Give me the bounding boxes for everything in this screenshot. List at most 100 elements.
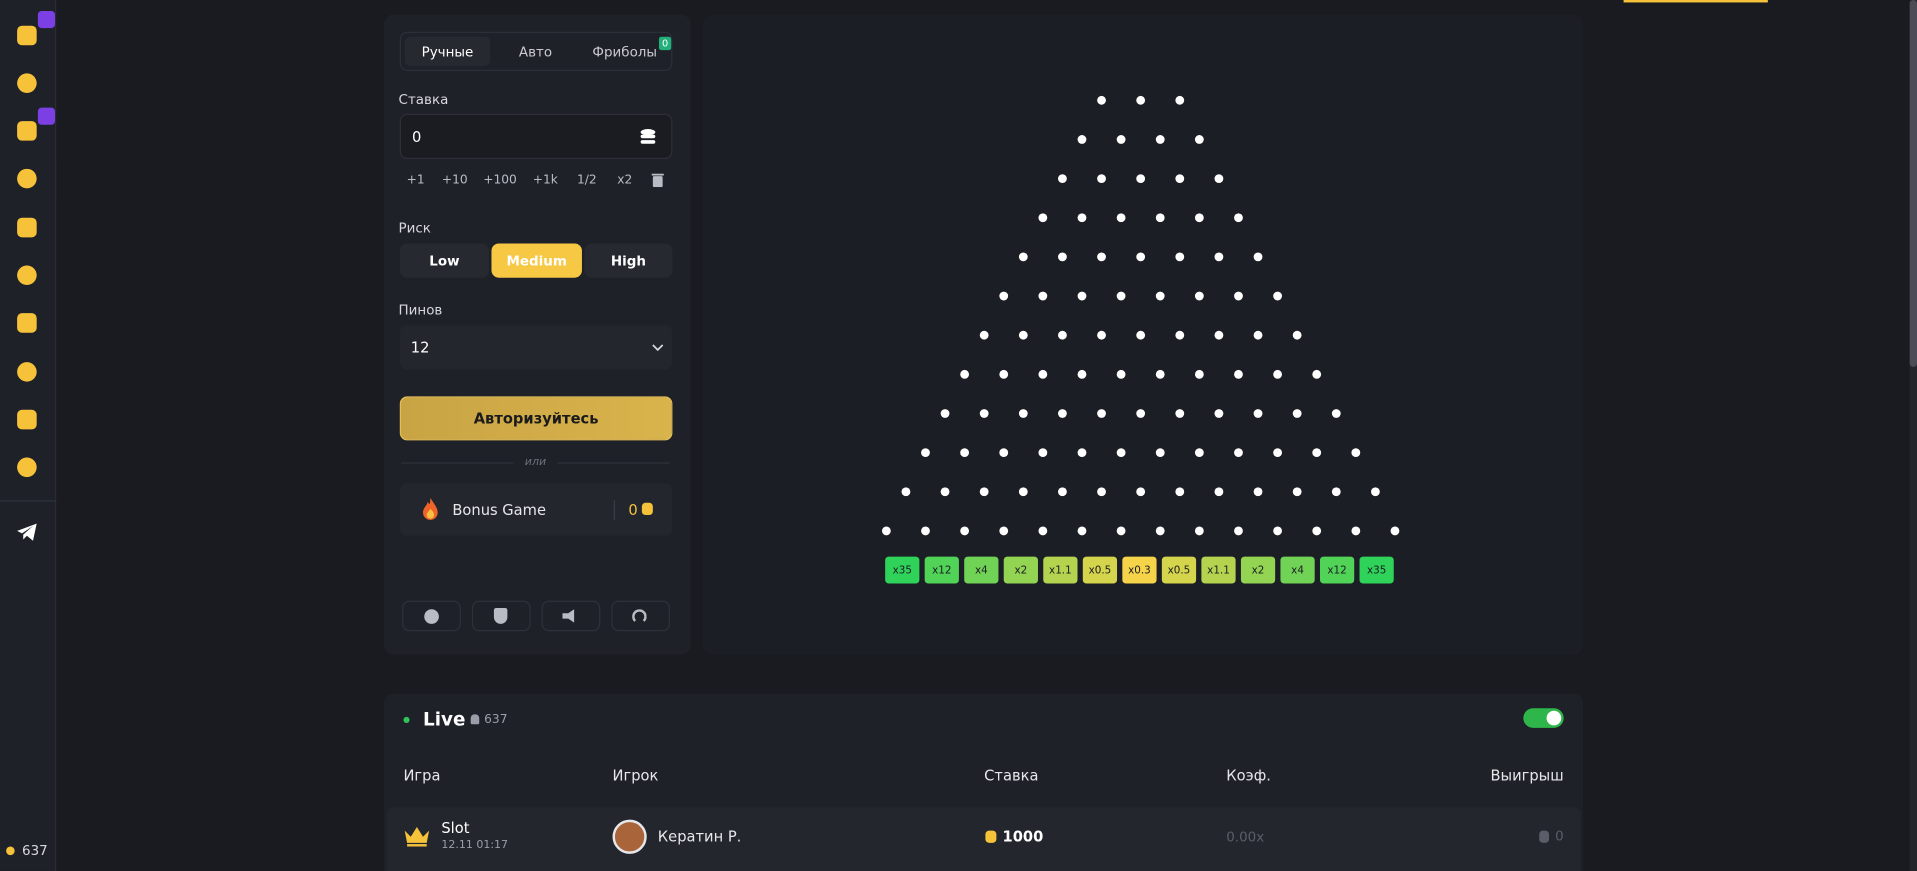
row-player: Кератин Р. (657, 828, 742, 846)
peg (1018, 252, 1028, 262)
peg (960, 448, 970, 458)
multiplier-label: x4 (1291, 565, 1304, 577)
peg (979, 409, 989, 418)
telegram-icon[interactable] (16, 522, 38, 542)
risk-low[interactable]: Low (399, 243, 490, 278)
risk-medium[interactable]: Medium (491, 243, 582, 278)
peg (1097, 95, 1106, 105)
fairness-button[interactable] (471, 600, 531, 632)
login-button[interactable]: Авторизуйтесь (399, 396, 673, 441)
bonus-box[interactable] (399, 483, 673, 536)
multiplier-slot (1082, 556, 1118, 584)
peg (999, 448, 1009, 458)
peg (1058, 487, 1067, 497)
game-icon[interactable] (17, 73, 37, 93)
row-game: Slot (441, 819, 470, 837)
peg (1234, 448, 1243, 458)
bet-input[interactable] (399, 113, 673, 160)
risk-label: Риск (398, 220, 431, 237)
risk-high[interactable]: High (584, 243, 673, 278)
peg (1116, 291, 1126, 301)
multiplier-label: x35 (1367, 565, 1386, 577)
peg (1077, 448, 1087, 458)
peg (1273, 291, 1282, 301)
peg (1194, 526, 1204, 536)
peg (1058, 174, 1067, 184)
header-button-edge[interactable] (1623, 0, 1768, 3)
tab-freeballs[interactable]: Фриболы (592, 43, 658, 60)
game-icon[interactable] (17, 217, 37, 238)
quick-bet[interactable]: +100 (483, 173, 517, 187)
column-header: Игрок (612, 767, 659, 785)
peg (1253, 409, 1263, 418)
crown-icon (404, 826, 430, 847)
multiplier-slot (885, 556, 920, 584)
multiplier-label: x1.1 (1207, 565, 1230, 577)
peg (1097, 252, 1106, 262)
peg (1273, 369, 1282, 379)
row-win: 0 (1555, 828, 1564, 845)
multiplier-label: x2 (1014, 565, 1027, 577)
peg (1351, 448, 1361, 458)
column-header: Ставка (984, 767, 1039, 785)
tab-auto[interactable]: Авто (518, 43, 553, 60)
game-icon[interactable] (17, 457, 37, 478)
peg (1371, 487, 1380, 497)
scrollbar-track (1909, 0, 1917, 871)
multiplier-slot (1122, 556, 1157, 584)
sound-button[interactable] (541, 600, 601, 632)
game-icon[interactable] (17, 121, 37, 141)
peg (1214, 409, 1224, 418)
peg (1331, 409, 1341, 418)
game-icon[interactable] (17, 168, 37, 189)
multiplier-slot (964, 556, 999, 584)
quick-bet[interactable]: +1 (406, 173, 425, 187)
quick-bet[interactable]: 1/2 (577, 173, 597, 187)
peg (1214, 330, 1224, 340)
peg (1155, 135, 1165, 144)
peg (1253, 252, 1263, 262)
game-icon[interactable] (17, 409, 37, 430)
peg (1116, 526, 1126, 536)
row-time: 12.11 01:17 (441, 839, 509, 852)
separator-line (557, 462, 670, 464)
multiplier-label: x0.5 (1168, 565, 1191, 577)
bet-label: Ставка (398, 91, 449, 108)
user-icon (470, 714, 480, 725)
shield-icon (493, 607, 508, 624)
peg (1077, 369, 1087, 379)
speed-button[interactable] (611, 600, 670, 632)
sidebar-divider (0, 500, 57, 502)
tab-manual[interactable]: Ручные (404, 36, 491, 67)
peg (1077, 213, 1087, 223)
scrollbar-thumb[interactable] (1909, 0, 1917, 367)
game-icon[interactable] (17, 25, 37, 46)
peg (1018, 487, 1028, 497)
peg (1077, 291, 1087, 301)
info-button[interactable] (402, 600, 461, 632)
game-icon[interactable] (17, 362, 37, 382)
pins-select[interactable] (399, 325, 673, 370)
peg (1038, 213, 1048, 223)
game-icon[interactable] (17, 313, 37, 333)
live-dot (403, 716, 410, 723)
pins-value: 12 (410, 338, 430, 356)
quick-bet[interactable]: x2 (617, 173, 633, 187)
quick-bet[interactable]: +10 (441, 173, 468, 187)
badge (37, 107, 56, 125)
peg (1116, 369, 1126, 379)
bet-value: 0 (412, 128, 422, 146)
freeballs-badge: 0 (658, 36, 672, 51)
clear-bet[interactable] (651, 172, 664, 188)
online-count: 637 (22, 842, 48, 859)
peg (1038, 448, 1048, 458)
live-row[interactable] (386, 807, 1581, 871)
quick-bet[interactable]: +1k (532, 173, 558, 187)
peg (1390, 526, 1400, 536)
peg (940, 487, 950, 497)
game-icon[interactable] (17, 265, 37, 286)
column-header: Коэф. (1226, 767, 1271, 785)
multiplier-slot (1161, 556, 1197, 584)
